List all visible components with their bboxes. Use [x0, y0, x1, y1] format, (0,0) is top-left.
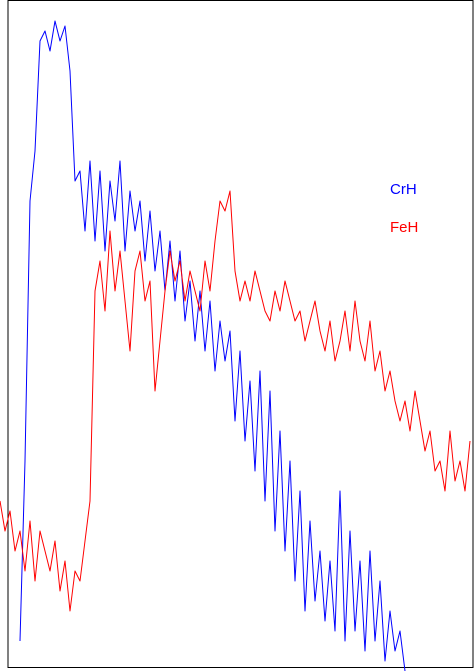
legend-label: CrH — [390, 181, 417, 198]
series-line — [0, 190, 471, 612]
legend-label: FeH — [390, 219, 418, 236]
series-line — [19, 20, 406, 671]
plot-frame — [7, 0, 474, 668]
